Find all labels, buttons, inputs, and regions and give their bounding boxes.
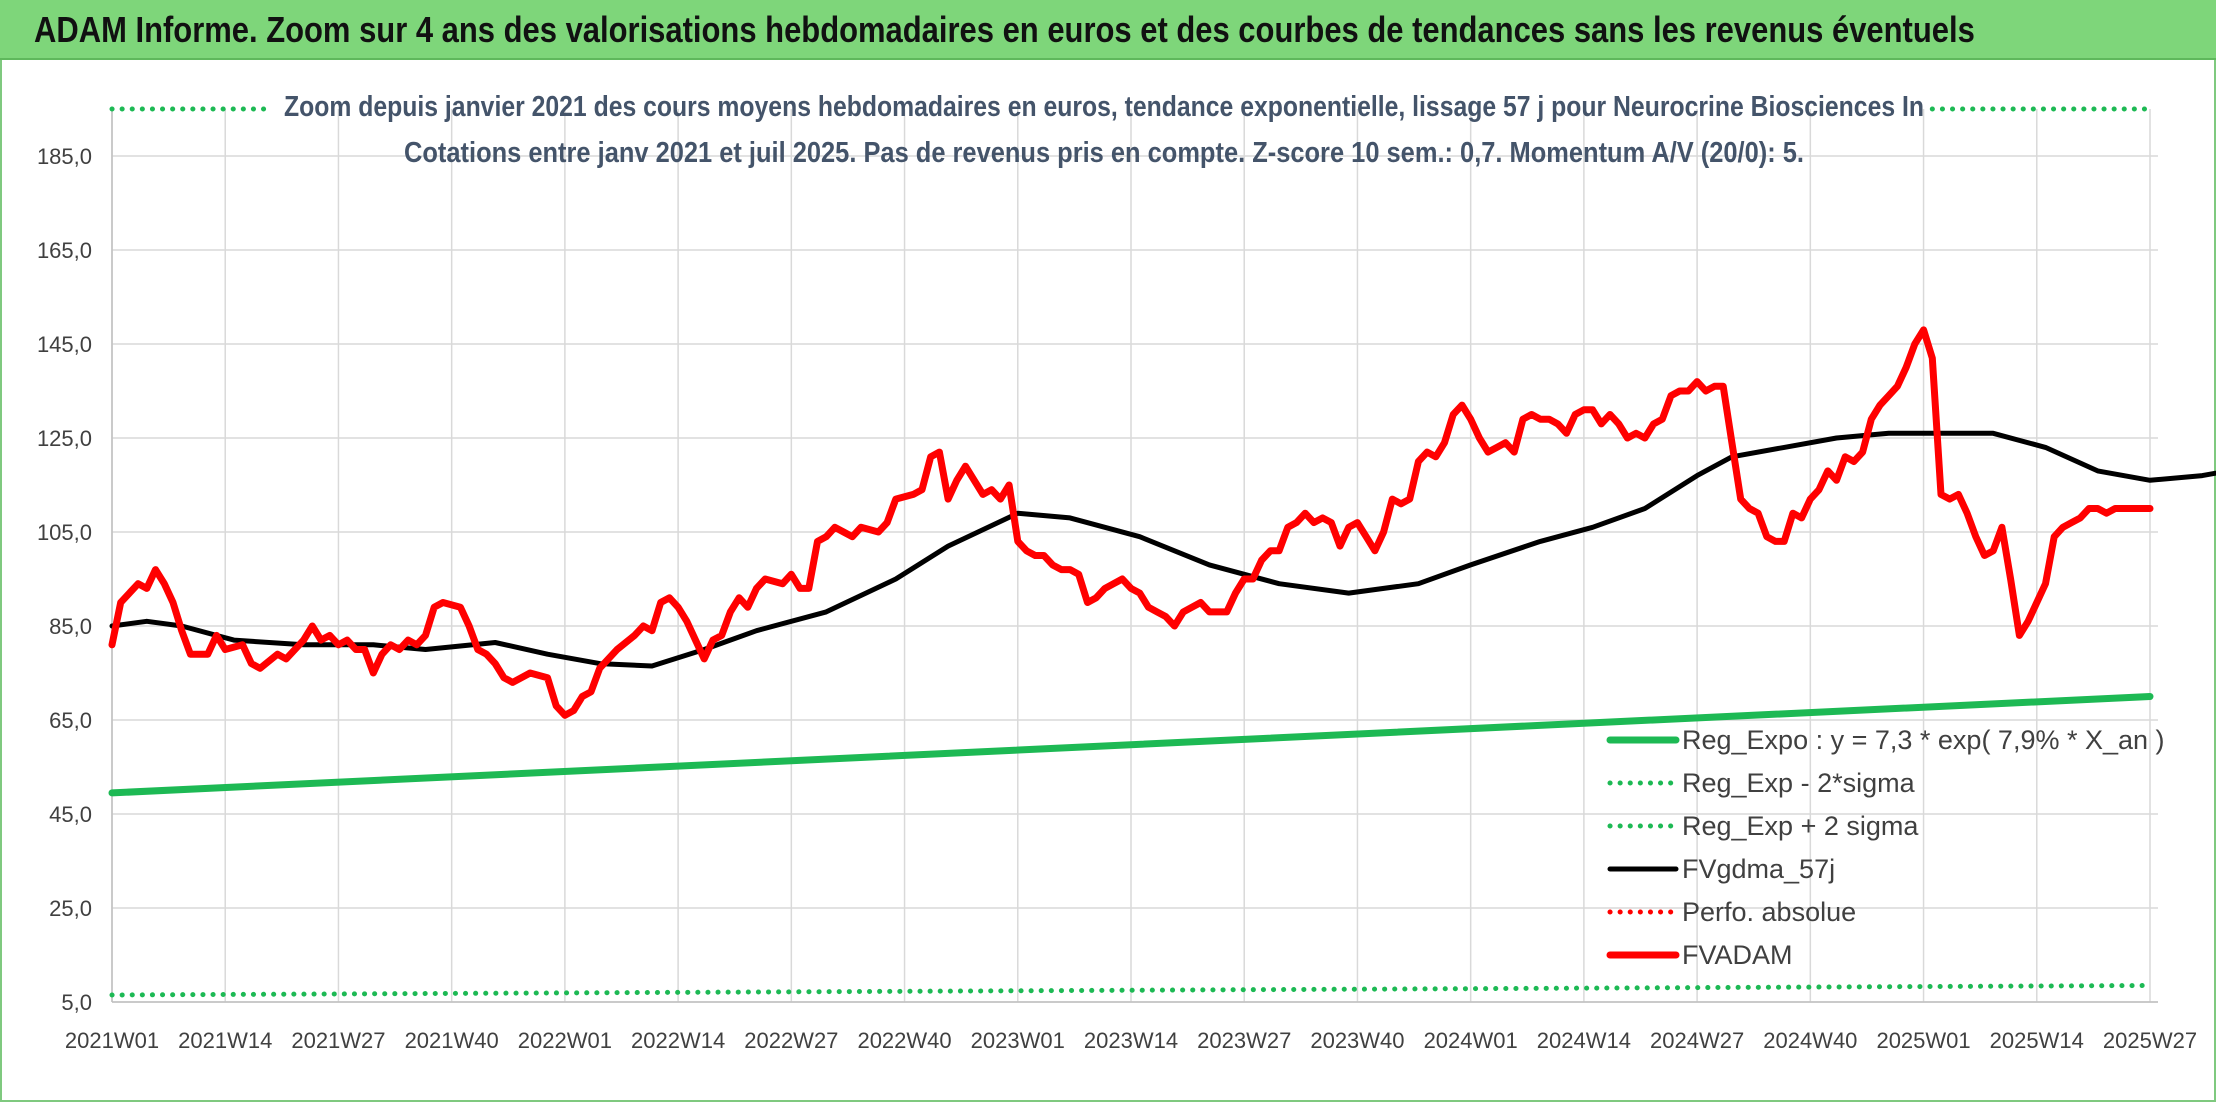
y-tick-label: 165,0 <box>37 238 92 263</box>
legend-label: Reg_Exp - 2*sigma <box>1682 768 1916 798</box>
report-title: ADAM Informe. Zoom sur 4 ans des valoris… <box>34 9 1975 50</box>
x-tick-label: 2021W40 <box>405 1028 499 1053</box>
x-tick-label: 2024W14 <box>1537 1028 1631 1053</box>
x-tick-label: 2021W14 <box>178 1028 272 1053</box>
y-tick-label: 105,0 <box>37 520 92 545</box>
x-tick-label: 2024W27 <box>1650 1028 1744 1053</box>
series-5-line <box>108 326 2154 719</box>
series-0-line <box>108 693 2154 797</box>
y-tick-label: 45,0 <box>49 802 92 827</box>
series-1-line <box>109 983 2153 998</box>
chart-grid <box>111 109 2158 1003</box>
y-tick-label: 25,0 <box>49 896 92 921</box>
x-tick-label: 2025W01 <box>1876 1028 1970 1053</box>
x-tick-label: 2025W27 <box>2103 1028 2197 1053</box>
report-banner: ADAM Informe. Zoom sur 4 ans des valoris… <box>0 0 2216 60</box>
legend-label: FVADAM <box>1682 940 1793 970</box>
legend: Reg_Expo : y = 7,3 * exp( 7,9% * X_an ) R… <box>1606 725 2165 970</box>
x-tick-label: 2022W27 <box>744 1028 838 1053</box>
x-tick-label: 2025W14 <box>1990 1028 2084 1053</box>
legend-label: Reg_Expo : y = 7,3 * exp( 7,9% * X_an ) <box>1682 725 2165 755</box>
y-tick-label: 85,0 <box>49 614 92 639</box>
x-tick-label: 2024W01 <box>1424 1028 1518 1053</box>
series-3-line <box>109 430 2216 669</box>
x-tick-label: 2023W27 <box>1197 1028 1291 1053</box>
y-tick-label: 185,0 <box>37 144 92 169</box>
x-tick-label: 2023W14 <box>1084 1028 1178 1053</box>
x-tick-label: 2021W27 <box>291 1028 385 1053</box>
legend-label: FVgdma_57j <box>1682 854 1835 884</box>
y-tick-label: 65,0 <box>49 708 92 733</box>
y-axis: 185,0 165,0 145,0 125,0 105,0 85,0 65,0 45,0 25,… <box>37 144 92 1015</box>
x-tick-label: 2021W01 <box>65 1028 159 1053</box>
chart-title: Zoom depuis janvier 2021 des cours moyen… <box>284 91 1924 123</box>
x-axis: 2021W01 2021W14 2021W27 2021W40 2022W01 2022W… <box>65 1028 2197 1053</box>
x-tick-label: 2022W01 <box>518 1028 612 1053</box>
legend-label: Perfo. absolue <box>1682 897 1856 927</box>
y-tick-label: 125,0 <box>37 426 92 451</box>
x-tick-label: 2024W40 <box>1763 1028 1857 1053</box>
series-layer <box>108 106 2216 998</box>
y-tick-label: 5,0 <box>61 990 92 1015</box>
legend-label: Reg_Exp + 2 sigma <box>1682 811 1919 841</box>
x-tick-label: 2023W40 <box>1310 1028 1404 1053</box>
x-tick-label: 2023W01 <box>971 1028 1065 1053</box>
x-tick-label: 2022W40 <box>857 1028 951 1053</box>
y-tick-label: 145,0 <box>37 332 92 357</box>
x-tick-label: 2022W14 <box>631 1028 725 1053</box>
chart-subtitle: Cotations entre janv 2021 et juil 2025. … <box>404 137 1804 169</box>
